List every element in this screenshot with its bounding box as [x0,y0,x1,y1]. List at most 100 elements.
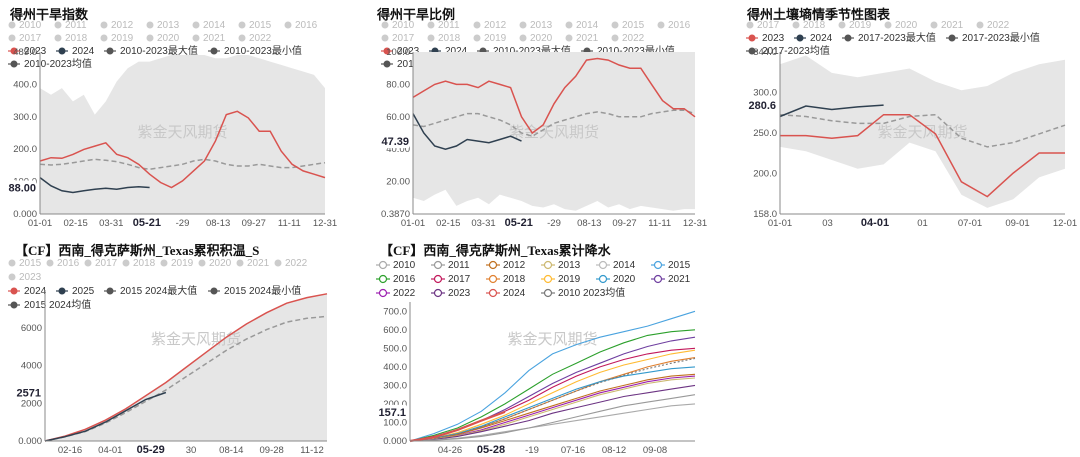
legend-label: 2022 [622,33,645,44]
legend-label: 2012 [484,20,507,31]
legend-marker [106,287,114,295]
y-flag-label: 280.6 [748,100,776,112]
y-tick-label: 700.0 [383,306,407,317]
x-tick-label: 09-28 [260,445,284,456]
x-tick-label: 12-01 [1053,218,1077,229]
legend-label: 2016 [295,20,318,31]
flag-bg [369,134,409,149]
legend-marker [46,259,54,267]
y-tick-label: 600.0 [383,325,407,336]
chart-drought-index: 得州干旱指数 2010 2011 2012 2013 2014 2015 2016 2017 2… [0,0,345,232]
chart-svg: 2010 2011 2012 2013 2014 2015 2016 2017 2018 2019… [4,20,337,229]
legend-label: 2017-2023最大值 [858,31,936,44]
legend-label: 2015 2024最大值 [120,284,197,297]
legend-label: 2023 [19,272,42,283]
legend-label: 2020 [209,258,232,269]
y-tick-label: 0.000 [383,436,407,447]
flag-bg [4,180,36,195]
x-tick-label: 04-26 [438,445,462,456]
legend-marker [488,288,498,298]
legend-label: 2018 [803,20,826,31]
x-tick-label: 03-31 [471,218,495,229]
legend-marker [653,260,663,270]
x-tick-label: 04-01 [98,445,122,456]
x-tick-label: 02-16 [58,445,82,456]
y-tick-label: 300.0 [13,112,37,123]
x-tick-label: 11-12 [300,445,324,456]
legend-marker [378,274,388,284]
x-tick-label: 08-12 [602,445,626,456]
legend-label: 2022 [987,20,1010,31]
legend-label: 2011 [65,20,87,31]
chart-soil-moisture: 得州土壤墒情季节性图表 2017 2018 2019 2020 2021 2022 2023… [735,0,1080,232]
legend-label: 2012 [503,260,526,271]
series-line [409,357,696,442]
x-tick-label: 12-31 [683,218,707,229]
legend-marker [519,21,527,29]
x-flag-label: 05-29 [137,444,165,456]
legend-label: 2025 [72,286,95,297]
y-tick-label: 0.3870 [381,209,410,220]
series-2024 [779,104,884,118]
legend-marker [519,34,527,42]
legend-marker [284,21,292,29]
legend-marker [160,259,168,267]
series-2023 [39,110,326,189]
legend-label: 2011 [448,260,470,271]
chart-svg: 2010 2011 2012 2013 2014 2015 2016 2017 2018 2019… [371,260,696,456]
y-tick-label: 200.0 [13,144,37,155]
range-band [40,55,325,214]
legend-marker [948,34,956,42]
y-tick-label: 100.0 [383,417,407,428]
x-tick-label: 01-01 [28,218,52,229]
legend-label: 2010 [393,260,416,271]
series-line [409,403,696,442]
legend-label: 2016 [57,258,80,269]
y-tick-label: 400.0 [383,362,407,373]
legend-marker [488,260,498,270]
series-line [409,347,696,442]
legend-marker [84,259,92,267]
legend-marker [383,47,391,55]
series-2025 [44,391,167,442]
legend-label: 2010 2023均值 [558,286,625,299]
legend-label: 2017 [19,33,42,44]
x-tick-label: -19 [525,445,539,456]
legend-marker [146,34,154,42]
y-tick-label: 2000 [21,398,42,409]
x-tick-label: 02-15 [436,218,460,229]
legend-label: 2017-2023均值 [762,44,830,57]
legend-marker [106,47,114,55]
x-tick-label: 11-11 [278,218,301,229]
legend-label: 2019 [558,274,581,285]
chart-title: 得州干旱比例 [377,7,456,22]
legend-label: 2013 [157,20,180,31]
legend-marker [54,21,62,29]
legend-marker [274,259,282,267]
legend-marker [792,21,800,29]
legend-label: 2011 [438,20,460,31]
legend-marker [611,34,619,42]
legend-label: 2018 [133,258,156,269]
range-band [780,55,1065,208]
series-line [409,310,696,442]
y-tick-label: 400.0 [13,79,37,90]
legend-label: 2017 [95,258,118,269]
legend-label: 2010 [19,20,42,31]
series-line [409,377,696,442]
x-tick-label: 08-14 [219,445,243,456]
legend-label: 2012 [111,20,134,31]
y-tick-label: 4000 [21,361,42,372]
series-average [39,158,326,171]
watermark: 紫金天风期货 [877,123,967,141]
y-tick-label: 300.0 [383,380,407,391]
legend-marker [8,273,16,281]
series-line [409,410,506,443]
y-tick-label: 0.000 [18,436,42,447]
x-tick-label: 02-15 [63,218,87,229]
legend-label: 2013 [558,260,581,271]
y-tick-label: 158.0 [753,209,777,220]
x-tick-label: -29 [176,218,190,229]
legend-label: 2021 [576,33,599,44]
chart-title: 【CF】西南_得克萨斯州_Texas累积积温_S [15,243,260,258]
